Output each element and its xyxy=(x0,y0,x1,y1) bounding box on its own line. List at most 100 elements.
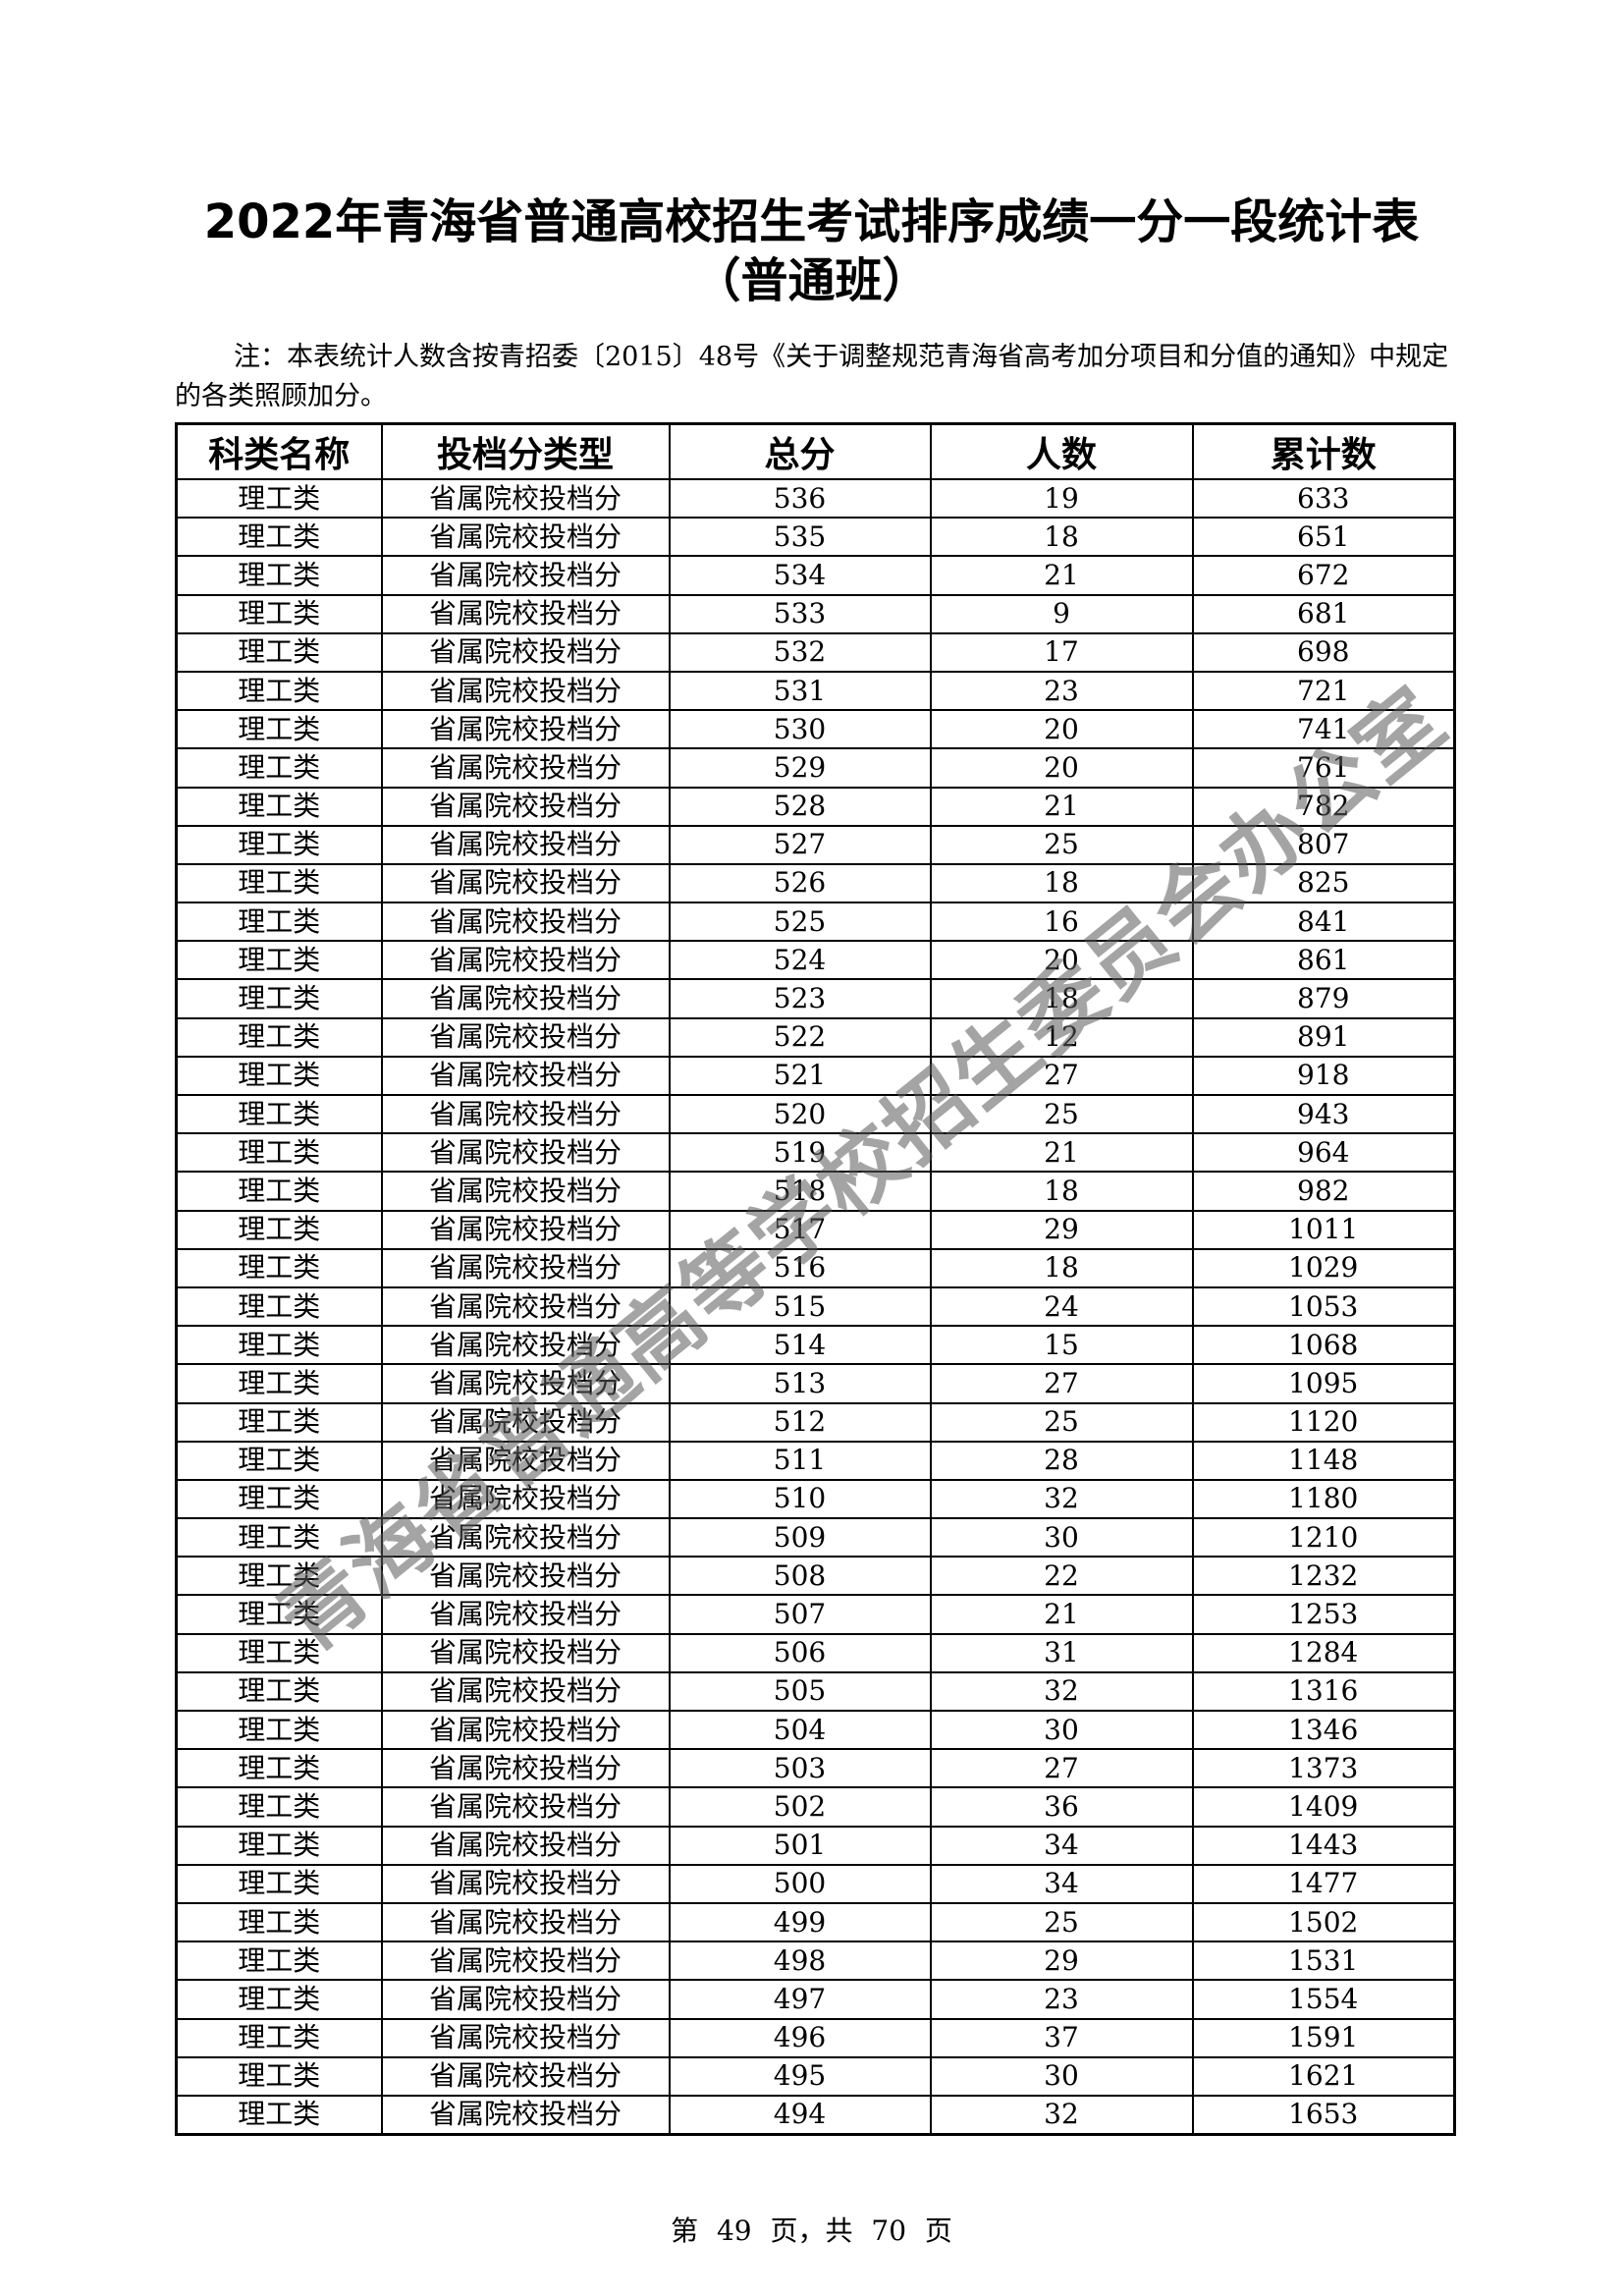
table-row: 理工类 省属院校投档分 522 12 891 xyxy=(175,1016,1456,1058)
cell-total-score: 501 xyxy=(668,1825,932,1866)
cell-category: 理工类 xyxy=(175,1363,383,1404)
cell-cumulative: 964 xyxy=(1191,1132,1456,1174)
cell-count: 24 xyxy=(929,1285,1194,1328)
cell-score-type: 省属院校投档分 xyxy=(380,1786,671,1828)
cell-total-score: 532 xyxy=(668,631,932,673)
cell-cumulative: 891 xyxy=(1191,1016,1456,1058)
cell-category: 理工类 xyxy=(175,1901,383,1943)
table-row: 理工类 省属院校投档分 521 27 918 xyxy=(175,1055,1456,1097)
cell-category: 理工类 xyxy=(175,1594,383,1635)
cell-count: 21 xyxy=(929,1132,1194,1174)
cell-category: 理工类 xyxy=(175,1285,383,1328)
cell-count: 16 xyxy=(929,902,1194,943)
cell-cumulative: 1120 xyxy=(1191,1401,1456,1443)
table-row: 理工类 省属院校投档分 504 30 1346 xyxy=(175,1709,1456,1751)
cell-count: 27 xyxy=(929,1363,1194,1404)
table-row: 理工类 省属院校投档分 495 30 1621 xyxy=(175,2055,1456,2097)
table-row: 理工类 省属院校投档分 527 25 807 xyxy=(175,824,1456,865)
cell-cumulative: 1095 xyxy=(1191,1363,1456,1404)
cell-score-type: 省属院校投档分 xyxy=(380,670,671,712)
page-number: 第 49 页，共 70 页 xyxy=(671,2214,952,2247)
cell-cumulative: 1373 xyxy=(1191,1748,1456,1789)
cell-category: 理工类 xyxy=(175,1786,383,1828)
cell-category: 理工类 xyxy=(175,1825,383,1866)
cell-cumulative: 1253 xyxy=(1191,1594,1456,1635)
cell-total-score: 505 xyxy=(668,1670,932,1713)
cell-count: 36 xyxy=(929,1786,1194,1828)
cell-count: 29 xyxy=(929,1941,1194,1982)
cell-category: 理工类 xyxy=(175,1093,383,1135)
cell-cumulative: 879 xyxy=(1191,978,1456,1019)
cell-total-score: 496 xyxy=(668,2017,932,2058)
cell-total-score: 533 xyxy=(668,593,932,634)
cell-category: 理工类 xyxy=(175,709,383,750)
cell-cumulative: 1502 xyxy=(1191,1901,1456,1943)
cell-score-type: 省属院校投档分 xyxy=(380,477,671,519)
cell-score-type: 省属院校投档分 xyxy=(380,1901,671,1943)
cell-score-type: 省属院校投档分 xyxy=(380,1863,671,1904)
table-row: 理工类 省属院校投档分 536 19 633 xyxy=(175,477,1456,519)
cell-total-score: 516 xyxy=(668,1247,932,1288)
table-row: 理工类 省属院校投档分 526 18 825 xyxy=(175,862,1456,904)
cell-cumulative: 1443 xyxy=(1191,1825,1456,1866)
cell-score-type: 省属院校投档分 xyxy=(380,1325,671,1366)
cell-score-type: 省属院校投档分 xyxy=(380,1055,671,1097)
table-row: 理工类 省属院校投档分 499 25 1502 xyxy=(175,1901,1456,1943)
cell-count: 15 xyxy=(929,1325,1194,1366)
cell-total-score: 519 xyxy=(668,1132,932,1174)
table-row: 理工类 省属院校投档分 509 30 1210 xyxy=(175,1517,1456,1558)
cell-cumulative: 741 xyxy=(1191,709,1456,750)
cell-total-score: 534 xyxy=(668,555,932,596)
cell-score-type: 省属院校投档分 xyxy=(380,1132,671,1174)
cell-total-score: 503 xyxy=(668,1748,932,1789)
cell-score-type: 省属院校投档分 xyxy=(380,747,671,789)
cell-total-score: 504 xyxy=(668,1709,932,1751)
table-row: 理工类 省属院校投档分 498 29 1531 xyxy=(175,1941,1456,1982)
cell-count: 23 xyxy=(929,670,1194,712)
cell-cumulative: 1346 xyxy=(1191,1709,1456,1751)
table-row: 理工类 省属院校投档分 523 18 879 xyxy=(175,978,1456,1019)
cell-count: 20 xyxy=(929,747,1194,789)
cell-category: 理工类 xyxy=(175,1863,383,1904)
cell-count: 21 xyxy=(929,1594,1194,1635)
cell-cumulative: 1591 xyxy=(1191,2017,1456,2058)
cell-score-type: 省属院校投档分 xyxy=(380,1247,671,1288)
table-row: 理工类 省属院校投档分 524 20 861 xyxy=(175,940,1456,981)
table-row: 理工类 省属院校投档分 505 32 1316 xyxy=(175,1670,1456,1713)
cell-category: 理工类 xyxy=(175,1748,383,1789)
cell-count: 17 xyxy=(929,631,1194,673)
cell-category: 理工类 xyxy=(175,1055,383,1097)
cell-cumulative: 1011 xyxy=(1191,1209,1456,1250)
cell-category: 理工类 xyxy=(175,1670,383,1713)
cell-count: 23 xyxy=(929,1979,1194,2020)
cell-total-score: 499 xyxy=(668,1901,932,1943)
cell-category: 理工类 xyxy=(175,1016,383,1058)
cell-cumulative: 1621 xyxy=(1191,2055,1456,2097)
table-row: 理工类 省属院校投档分 512 25 1120 xyxy=(175,1401,1456,1443)
table-row: 理工类 省属院校投档分 525 16 841 xyxy=(175,902,1456,943)
table-header-row: 科类名称 投档分类型 总分 人数 累计数 xyxy=(175,422,1456,480)
cell-total-score: 511 xyxy=(668,1440,932,1481)
cell-total-score: 528 xyxy=(668,786,932,827)
cell-cumulative: 1210 xyxy=(1191,1517,1456,1558)
table-row: 理工类 省属院校投档分 529 20 761 xyxy=(175,747,1456,789)
cell-count: 9 xyxy=(929,593,1194,634)
cell-score-type: 省属院校投档分 xyxy=(380,2055,671,2097)
cell-category: 理工类 xyxy=(175,862,383,904)
cell-score-type: 省属院校投档分 xyxy=(380,2017,671,2058)
cell-count: 18 xyxy=(929,862,1194,904)
table-row: 理工类 省属院校投档分 497 23 1554 xyxy=(175,1979,1456,2020)
table-row: 理工类 省属院校投档分 501 34 1443 xyxy=(175,1825,1456,1866)
table-row: 理工类 省属院校投档分 494 32 1653 xyxy=(175,2094,1456,2137)
cell-count: 20 xyxy=(929,709,1194,750)
cell-category: 理工类 xyxy=(175,1247,383,1288)
header-count: 人数 xyxy=(929,422,1194,480)
cell-category: 理工类 xyxy=(175,902,383,943)
cell-score-type: 省属院校投档分 xyxy=(380,1363,671,1404)
cell-cumulative: 1232 xyxy=(1191,1556,1456,1597)
cell-category: 理工类 xyxy=(175,1171,383,1212)
cell-total-score: 494 xyxy=(668,2094,932,2137)
cell-score-type: 省属院校投档分 xyxy=(380,1478,671,1520)
cell-score-type: 省属院校投档分 xyxy=(380,1517,671,1558)
table-row: 理工类 省属院校投档分 519 21 964 xyxy=(175,1132,1456,1174)
